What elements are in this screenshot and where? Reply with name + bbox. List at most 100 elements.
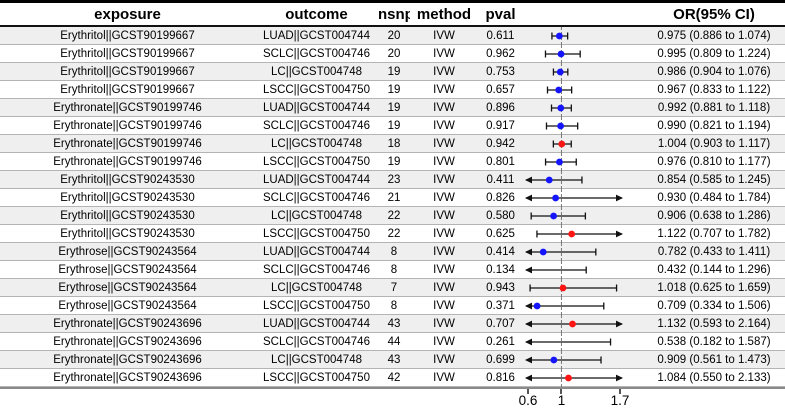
outcome-cell: LSCC||GCST004750 bbox=[263, 371, 370, 384]
or-ci-cell: 0.909 (0.561 to 1.473) bbox=[657, 353, 771, 366]
table-row: Erythronate||GCST90199746 SCLC||GCST0047… bbox=[0, 116, 785, 135]
outcome-cell: LC||GCST004748 bbox=[271, 209, 362, 222]
exposure-cell: Erythrose||GCST90243564 bbox=[58, 299, 197, 312]
nsnp-cell: 8 bbox=[390, 299, 398, 312]
outcome-cell: LSCC||GCST004750 bbox=[263, 299, 370, 312]
nsnp-cell: 21 bbox=[387, 191, 401, 204]
or-ci-cell: 0.967 (0.833 to 1.122) bbox=[657, 83, 771, 96]
method-cell: IVW bbox=[433, 317, 455, 330]
method-cell: IVW bbox=[433, 191, 455, 204]
col-header-plot-spacer bbox=[523, 5, 643, 23]
effect-point bbox=[565, 374, 572, 381]
or-ci-cell: 0.709 (0.334 to 1.506) bbox=[657, 299, 771, 312]
table-row: Erythritol||GCST90199667 LSCC||GCST00475… bbox=[0, 80, 785, 99]
exposure-cell: Erythritol||GCST90243530 bbox=[60, 191, 195, 204]
col-header-outcome: outcome bbox=[285, 5, 348, 23]
or-ci-cell: 0.782 (0.433 to 1.411) bbox=[657, 245, 771, 258]
forest-plot-cell bbox=[523, 44, 643, 63]
exposure-cell: Erythrose||GCST90243564 bbox=[58, 263, 197, 276]
pval-cell: 0.580 bbox=[486, 209, 515, 222]
pval-cell: 0.943 bbox=[486, 281, 515, 294]
axis-tick bbox=[527, 389, 529, 394]
method-cell: IVW bbox=[433, 83, 455, 96]
effect-point bbox=[569, 320, 576, 327]
effect-point bbox=[555, 32, 563, 39]
or-ci-cell: 1.084 (0.550 to 2.133) bbox=[657, 371, 771, 384]
outcome-cell: SCLC||GCST004746 bbox=[263, 119, 370, 132]
table-row: Erythronate||GCST90243696 LSCC||GCST0047… bbox=[0, 368, 785, 387]
outcome-cell: SCLC||GCST004746 bbox=[263, 263, 370, 276]
method-cell: IVW bbox=[433, 281, 455, 294]
outcome-cell: LUAD||GCST004744 bbox=[263, 29, 370, 42]
forest-plot-cell bbox=[523, 116, 643, 135]
forest-plot-cell bbox=[523, 332, 643, 351]
or-ci-cell: 0.432 (0.144 to 1.296) bbox=[657, 263, 771, 276]
table-row: Erythrose||GCST90243564 LC||GCST004748 7… bbox=[0, 278, 785, 297]
left-clip-arrow-icon bbox=[525, 266, 532, 273]
pval-cell: 0.414 bbox=[486, 245, 515, 258]
method-cell: IVW bbox=[433, 335, 455, 348]
outcome-cell: LSCC||GCST004750 bbox=[263, 83, 370, 96]
or-ci-cell: 0.930 (0.484 to 1.784) bbox=[657, 191, 771, 204]
exposure-cell: Erythrose||GCST90243564 bbox=[58, 281, 197, 294]
table-body: Erythritol||GCST90199667 LUAD||GCST00474… bbox=[0, 26, 785, 387]
axis-tick bbox=[619, 389, 621, 394]
table-row: Erythronate||GCST90199746 LC||GCST004748… bbox=[0, 134, 785, 153]
nsnp-cell: 7 bbox=[390, 281, 398, 294]
or-ci-cell: 0.992 (0.881 to 1.118) bbox=[657, 101, 771, 114]
or-ci-cell: 0.995 (0.809 to 1.224) bbox=[657, 47, 771, 60]
nsnp-cell: 19 bbox=[387, 83, 401, 96]
table-row: Erythronate||GCST90199746 LUAD||GCST0047… bbox=[0, 98, 785, 117]
effect-point bbox=[559, 284, 567, 291]
pval-cell: 0.917 bbox=[486, 119, 515, 132]
pval-cell: 0.753 bbox=[486, 65, 515, 78]
pval-cell: 0.816 bbox=[486, 371, 515, 384]
nsnp-cell: 44 bbox=[387, 335, 401, 348]
left-clip-arrow-icon bbox=[525, 302, 532, 309]
pval-cell: 0.134 bbox=[486, 263, 515, 276]
forest-plot-cell bbox=[523, 278, 643, 297]
table-row: Erythronate||GCST90243696 SCLC||GCST0047… bbox=[0, 332, 785, 351]
outcome-cell: SCLC||GCST004746 bbox=[263, 191, 370, 204]
effect-point bbox=[555, 86, 563, 93]
forest-plot-cell bbox=[523, 242, 643, 261]
exposure-cell: Erythritol||GCST90199667 bbox=[60, 47, 195, 60]
outcome-cell: LC||GCST004748 bbox=[271, 353, 362, 366]
table-row: Erythritol||GCST90243530 SCLC||GCST00474… bbox=[0, 188, 785, 207]
pval-cell: 0.657 bbox=[486, 83, 515, 96]
col-header-or-ci: OR(95% CI) bbox=[673, 5, 755, 23]
left-clip-arrow-icon bbox=[525, 356, 532, 363]
outcome-cell: LUAD||GCST004744 bbox=[263, 173, 370, 186]
header-row: exposure outcome nsnp method pval OR(95%… bbox=[0, 3, 785, 27]
outcome-cell: LC||GCST004748 bbox=[271, 65, 362, 78]
exposure-cell: Erythronate||GCST90199746 bbox=[53, 101, 202, 114]
forest-plot-cell bbox=[523, 152, 643, 171]
exposure-cell: Erythritol||GCST90243530 bbox=[60, 227, 195, 240]
pval-cell: 0.942 bbox=[486, 137, 515, 150]
exposure-cell: Erythronate||GCST90243696 bbox=[53, 353, 202, 366]
axis-tick-label: 1.7 bbox=[610, 393, 630, 408]
right-clip-arrow-icon bbox=[616, 230, 623, 237]
nsnp-cell: 8 bbox=[390, 245, 398, 258]
left-clip-arrow-icon bbox=[525, 320, 532, 327]
pval-cell: 0.261 bbox=[486, 335, 515, 348]
nsnp-cell: 8 bbox=[390, 263, 398, 276]
method-cell: IVW bbox=[433, 155, 455, 168]
left-clip-arrow-icon bbox=[525, 338, 532, 345]
method-cell: IVW bbox=[433, 371, 455, 384]
left-clip-arrow-icon bbox=[525, 194, 532, 201]
forest-plot-cell bbox=[523, 62, 643, 81]
forest-plot-cell bbox=[523, 170, 643, 189]
forest-plot-cell bbox=[523, 314, 643, 333]
nsnp-cell: 43 bbox=[387, 317, 401, 330]
effect-point bbox=[568, 230, 576, 237]
method-cell: IVW bbox=[433, 263, 455, 276]
pval-cell: 0.625 bbox=[486, 227, 515, 240]
axis-tick-label: 0.6 bbox=[518, 393, 538, 408]
table-row: Erythritol||GCST90199667 SCLC||GCST00474… bbox=[0, 44, 785, 63]
pval-cell: 0.707 bbox=[486, 317, 515, 330]
exposure-cell: Erythronate||GCST90243696 bbox=[53, 335, 202, 348]
method-cell: IVW bbox=[433, 47, 455, 60]
forest-plot-cell bbox=[523, 80, 643, 99]
exposure-cell: Erythritol||GCST90243530 bbox=[60, 173, 195, 186]
